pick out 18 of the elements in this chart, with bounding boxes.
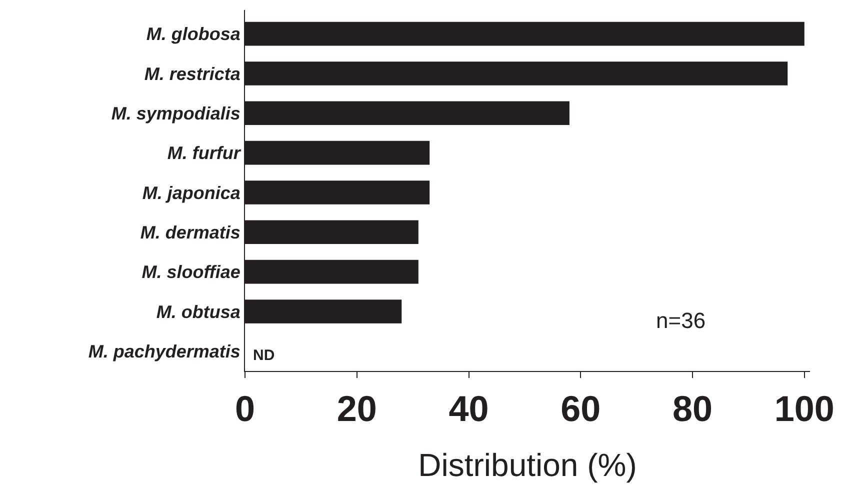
y-tick-label: M. sympodialis xyxy=(111,103,240,124)
x-axis-title: Distribution (%) xyxy=(418,447,637,484)
y-tick-label: M. pachydermatis xyxy=(88,341,240,362)
annotation: n=36 xyxy=(656,308,706,333)
y-tick-label: M. slooffiae xyxy=(142,262,240,282)
y-tick-label: M. dermatis xyxy=(140,222,240,242)
x-tick-label: 40 xyxy=(448,388,489,430)
x-tick-label: 60 xyxy=(560,388,601,430)
y-tick-label: M. japonica xyxy=(142,182,240,203)
y-tick-label: M. furfur xyxy=(167,143,242,164)
y-tick-label: M. restricta xyxy=(144,64,240,84)
text: ND xyxy=(253,347,275,364)
y-tick-label: M. obtusa xyxy=(156,302,240,322)
x-tick-label: 20 xyxy=(336,388,377,430)
x-tick-label: 100 xyxy=(774,388,834,430)
x-tick-label: 80 xyxy=(672,388,713,430)
y-tick-label: M. globosa xyxy=(146,24,240,44)
x-tick-label: 0 xyxy=(234,388,256,430)
